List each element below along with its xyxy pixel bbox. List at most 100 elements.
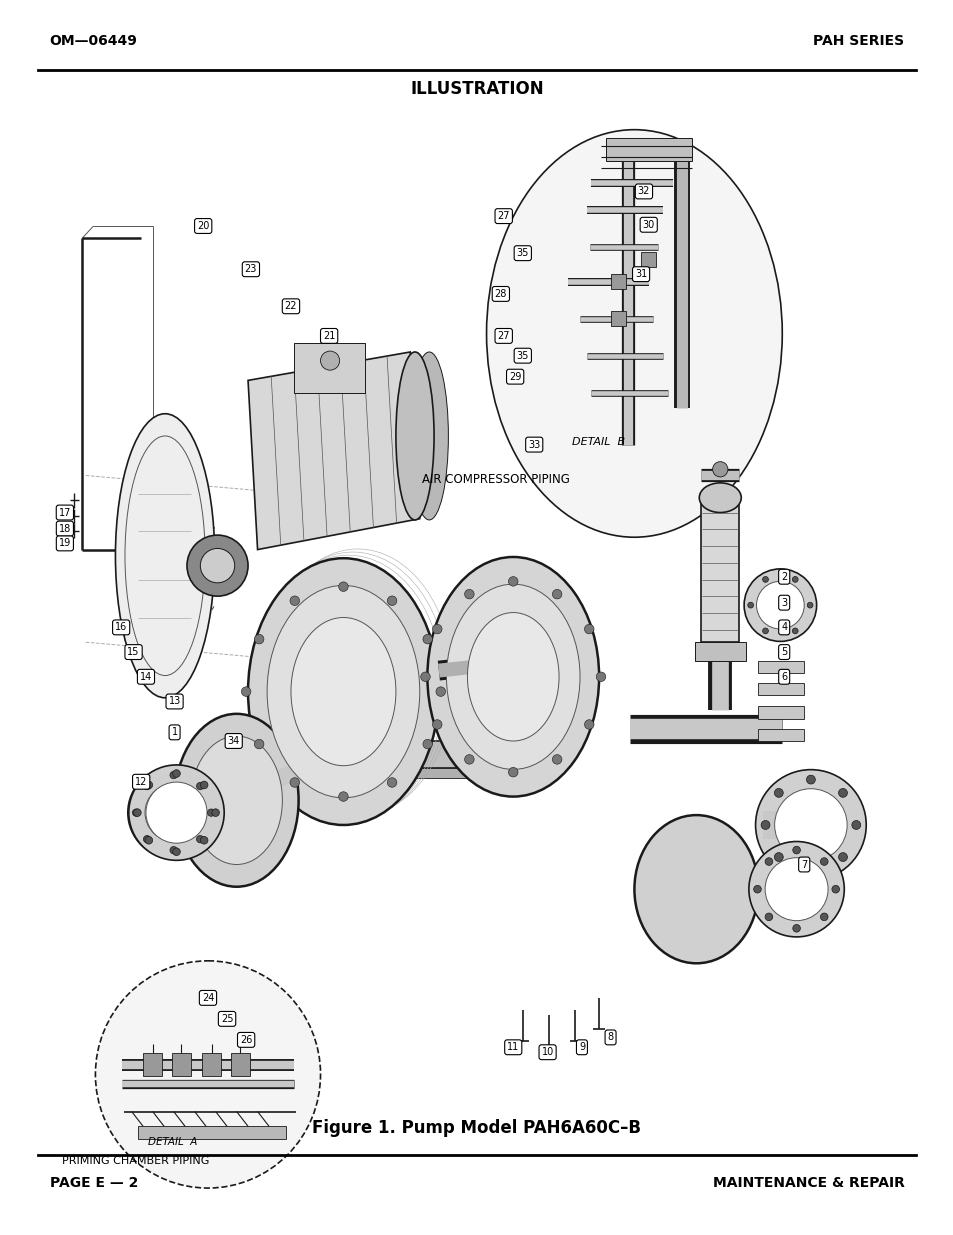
Polygon shape xyxy=(248,352,419,550)
Text: 1: 1 xyxy=(172,727,177,737)
Circle shape xyxy=(143,836,151,842)
Text: AIR COMPRESSOR PIPING: AIR COMPRESSOR PIPING xyxy=(421,473,569,485)
Circle shape xyxy=(508,767,517,777)
Circle shape xyxy=(200,548,234,583)
Text: Figure 1. Pump Model PAH6A60C–B: Figure 1. Pump Model PAH6A60C–B xyxy=(313,1119,640,1136)
Bar xyxy=(758,729,803,741)
Text: 27: 27 xyxy=(497,331,510,341)
Circle shape xyxy=(805,776,815,784)
Circle shape xyxy=(145,784,202,841)
Ellipse shape xyxy=(699,483,740,513)
Ellipse shape xyxy=(486,130,781,537)
Bar xyxy=(217,768,551,778)
Circle shape xyxy=(432,625,441,634)
Circle shape xyxy=(774,788,782,798)
Ellipse shape xyxy=(467,613,558,741)
Text: 18: 18 xyxy=(59,524,71,534)
Bar xyxy=(605,138,691,161)
Circle shape xyxy=(172,848,180,856)
Circle shape xyxy=(387,778,396,787)
Bar xyxy=(202,1053,221,1076)
Circle shape xyxy=(432,720,441,729)
Circle shape xyxy=(552,755,561,764)
Circle shape xyxy=(584,625,594,634)
Text: 6: 6 xyxy=(781,672,786,682)
Circle shape xyxy=(464,589,474,599)
Text: OM—06449: OM—06449 xyxy=(50,33,137,48)
Circle shape xyxy=(143,783,151,789)
Text: 9: 9 xyxy=(578,1042,584,1052)
Text: 30: 30 xyxy=(642,220,654,230)
Text: 23: 23 xyxy=(245,264,256,274)
Ellipse shape xyxy=(95,961,320,1188)
Circle shape xyxy=(831,885,839,893)
Text: DETAIL  B: DETAIL B xyxy=(572,437,625,447)
Bar xyxy=(694,642,745,661)
Circle shape xyxy=(792,846,800,853)
Circle shape xyxy=(208,809,214,816)
Bar xyxy=(610,274,625,289)
Circle shape xyxy=(753,885,760,893)
Circle shape xyxy=(187,535,248,597)
Circle shape xyxy=(761,577,767,583)
Circle shape xyxy=(146,782,207,844)
Circle shape xyxy=(596,672,605,682)
Circle shape xyxy=(254,740,264,748)
Circle shape xyxy=(552,589,561,599)
Circle shape xyxy=(200,836,208,844)
Circle shape xyxy=(820,913,827,920)
Text: MAINTENANCE & REPAIR: MAINTENANCE & REPAIR xyxy=(712,1176,903,1191)
Text: 11: 11 xyxy=(507,1042,518,1052)
Circle shape xyxy=(755,769,865,881)
Bar xyxy=(700,500,739,642)
Circle shape xyxy=(747,603,753,608)
Circle shape xyxy=(820,858,827,866)
Bar xyxy=(758,683,803,695)
Circle shape xyxy=(792,925,800,932)
Ellipse shape xyxy=(410,352,448,520)
Text: 34: 34 xyxy=(228,736,239,746)
Text: 26: 26 xyxy=(240,1035,252,1045)
Text: 17: 17 xyxy=(59,508,71,517)
Ellipse shape xyxy=(427,557,598,797)
Text: 35: 35 xyxy=(517,248,528,258)
Circle shape xyxy=(133,809,141,816)
Text: 8: 8 xyxy=(607,1032,613,1042)
Bar xyxy=(758,706,803,719)
Circle shape xyxy=(764,858,827,920)
Circle shape xyxy=(145,782,152,789)
Circle shape xyxy=(464,755,474,764)
Ellipse shape xyxy=(267,585,419,798)
Text: 12: 12 xyxy=(135,777,147,787)
Ellipse shape xyxy=(174,714,298,887)
Bar xyxy=(294,343,365,393)
Circle shape xyxy=(792,627,798,634)
Text: 33: 33 xyxy=(528,440,539,450)
Text: 35: 35 xyxy=(517,351,528,361)
Text: 24: 24 xyxy=(202,993,213,1003)
Text: 28: 28 xyxy=(495,289,506,299)
Circle shape xyxy=(290,597,299,605)
Circle shape xyxy=(760,820,769,830)
Ellipse shape xyxy=(291,618,395,766)
Circle shape xyxy=(241,687,251,697)
Text: 21: 21 xyxy=(323,331,335,341)
Circle shape xyxy=(806,603,812,608)
Circle shape xyxy=(132,809,139,816)
Ellipse shape xyxy=(115,414,214,698)
Circle shape xyxy=(320,351,339,370)
Circle shape xyxy=(712,462,727,477)
Bar xyxy=(231,1053,250,1076)
Circle shape xyxy=(145,836,152,844)
Circle shape xyxy=(129,764,224,861)
Circle shape xyxy=(290,778,299,787)
Circle shape xyxy=(200,782,208,789)
Text: PAH SERIES: PAH SERIES xyxy=(812,33,903,48)
Circle shape xyxy=(254,635,264,643)
Text: 25: 25 xyxy=(220,1014,233,1024)
Circle shape xyxy=(851,820,860,830)
Ellipse shape xyxy=(191,736,282,864)
Text: 4: 4 xyxy=(781,622,786,632)
Circle shape xyxy=(774,789,846,861)
Text: PAGE E — 2: PAGE E — 2 xyxy=(50,1176,138,1191)
